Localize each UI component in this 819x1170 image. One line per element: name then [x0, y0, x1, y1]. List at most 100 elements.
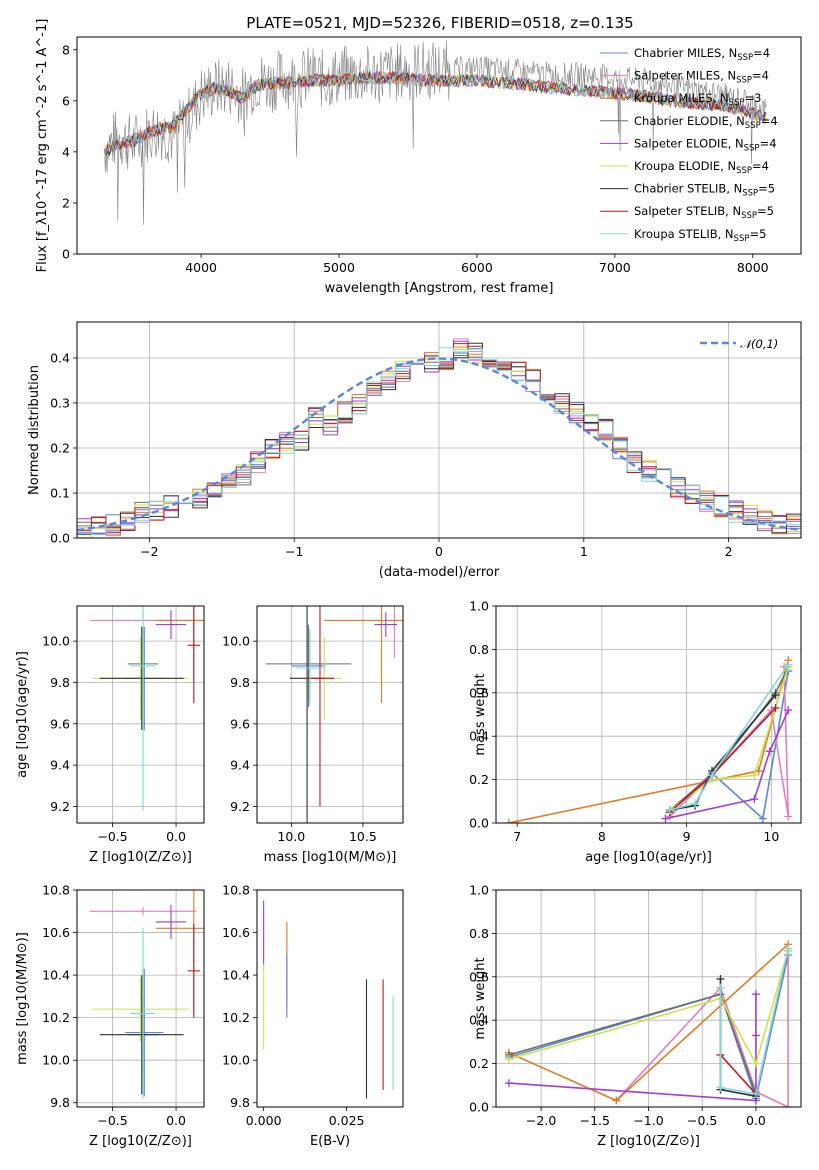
- plot-area-3: [77, 606, 204, 823]
- axes-frame: [76, 321, 802, 539]
- y-tick-label: 0.0: [469, 1100, 489, 1115]
- weight-marker-kroupa-elodie: [751, 1059, 760, 1068]
- x-tick-label: −0.5: [687, 1113, 717, 1128]
- y-tick-label: 0.4: [50, 351, 70, 366]
- x-tick-label: 0: [435, 544, 443, 559]
- y-axis-label: mass [log10(M/M⊙)]: [15, 932, 30, 1065]
- axes-frame: [495, 889, 802, 1108]
- weight-line-kroupa-stelib: [669, 664, 789, 811]
- x-axis-label: wavelength [Angstrom, rest frame]: [325, 281, 554, 296]
- axes-frame: [76, 605, 205, 824]
- model-spectrum-salpeter-stelib: [104, 70, 767, 154]
- weight-marker-kroupa-stelib: [784, 944, 793, 953]
- y-tick-label: 1.0: [469, 883, 489, 898]
- x-tick-label: −2: [140, 544, 158, 559]
- legend-label-chabrier-miles: Chabrier MILES, NSSP=4: [634, 46, 770, 63]
- y-tick-label: 9.8: [230, 1095, 250, 1110]
- x-tick-label: 9: [683, 829, 691, 844]
- x-tick-label: 0.000: [246, 1113, 282, 1128]
- axes-frame: [256, 605, 404, 824]
- legend-label-chabrier-elodie: Chabrier ELODIE, NSSP=4: [634, 114, 778, 131]
- x-axis-label: age [log10(age/yr)]: [585, 850, 712, 865]
- y-tick-label: 0: [62, 247, 70, 262]
- weight-marker-salpeter-miles: [784, 812, 793, 821]
- weight-marker-kroupa-elodie: [750, 771, 759, 780]
- weight-marker-chabrier-miles: [758, 814, 767, 823]
- x-tick-label: −2.0: [526, 1113, 556, 1128]
- weight-marker-salpeter-elodie: [751, 990, 760, 999]
- axes-frame: [76, 36, 802, 255]
- figure-title: PLATE=0521, MJD=52326, FIBERID=0518, z=0…: [246, 14, 633, 32]
- weight-line-kroupa-miles: [508, 660, 790, 823]
- y-tick-label: 0.0: [50, 531, 70, 546]
- weight-line-kroupa-elodie: [669, 666, 790, 811]
- y-tick-label: 9.2: [50, 799, 70, 814]
- panel-1: 4000 5000 6000 7000 8000 0 2 4 6 8 wavelength [Ang…: [35, 19, 802, 296]
- weight-line-salpeter-elodie: [665, 709, 790, 820]
- legend-label-chabrier-stelib: Chabrier STELIB, NSSP=5: [634, 182, 775, 199]
- plot-area-4: [257, 606, 403, 823]
- panel-4: 10.0 10.5 9.2 9.4 9.6 9.8 10.0 mass [log10(M/M⊙…: [222, 605, 404, 865]
- plot-area-6: [77, 890, 204, 1107]
- y-tick-label: 1.0: [469, 599, 489, 614]
- weight-line-salpeter-stelib: [719, 1054, 757, 1095]
- x-tick-label: 10.5: [349, 829, 377, 844]
- y-axis-label: mass weight: [473, 957, 488, 1039]
- y-tick-label: 8: [62, 42, 70, 57]
- y-tick-label: 10.4: [222, 968, 250, 983]
- x-tick-label: 1: [580, 544, 588, 559]
- panel-6: −0.5 0.0 9.8 10.0 10.2 10.4 10.6 10.8 Z [log10(Z…: [15, 883, 205, 1149]
- x-tick-label: 8000: [737, 260, 769, 275]
- weight-marker-chabrier-stelib: [716, 974, 725, 983]
- legend-label-gaussian: 𝒩(0,1): [740, 337, 778, 351]
- y-axis-label: mass weight: [473, 673, 488, 755]
- x-axis-label: Z [log10(Z/Z⊙)]: [597, 1134, 700, 1149]
- y-tick-label: 10.2: [42, 1010, 70, 1025]
- y-tick-label: 9.2: [230, 799, 250, 814]
- legend-label-salpeter-elodie: Salpeter ELODIE, NSSP=4: [634, 136, 777, 153]
- x-axis-label: mass [log10(M/M⊙)]: [264, 850, 397, 865]
- weight-marker-kroupa-stelib: [665, 805, 674, 814]
- x-tick-label: 6000: [461, 260, 493, 275]
- x-axis-label: (data-model)/error: [379, 565, 500, 580]
- panel-2: −2 −1 0 1 2 0.0 0.1 0.2 0.3 0.4 (data-model)/error…: [27, 321, 802, 580]
- y-tick-label: 10.0: [42, 1053, 70, 1068]
- x-tick-label: 0.025: [329, 1113, 365, 1128]
- axes-frame: [495, 605, 802, 824]
- weight-marker-kroupa-stelib: [751, 1089, 760, 1098]
- x-tick-label: 10: [763, 829, 779, 844]
- x-tick-label: 2: [725, 544, 733, 559]
- x-axis-label: Z [log10(Z/Z⊙)]: [89, 1134, 192, 1149]
- x-tick-label: 0.0: [166, 829, 186, 844]
- weight-marker-kroupa-stelib: [708, 771, 717, 780]
- y-tick-label: 0.2: [469, 1056, 489, 1071]
- legend-label-kroupa-elodie: Kroupa ELODIE, NSSP=4: [634, 159, 769, 176]
- x-tick-label: −1.0: [633, 1113, 663, 1128]
- panel-7: 0.000 0.025 9.8 10.0 10.2 10.4 10.6 10.8 E(B-V): [222, 883, 404, 1149]
- x-tick-label: 10.0: [277, 829, 305, 844]
- y-tick-label: 0.2: [469, 772, 489, 787]
- x-tick-label: 7: [513, 829, 521, 844]
- y-tick-label: 10.0: [222, 1053, 250, 1068]
- weight-marker-kroupa-stelib: [716, 983, 725, 992]
- weight-line-salpeter-elodie: [508, 994, 757, 1102]
- y-axis-label: Normed distribution: [27, 365, 42, 495]
- axes-frame: [256, 889, 404, 1108]
- weight-marker-salpeter-elodie: [661, 814, 670, 823]
- legend-label-salpeter-stelib: Salpeter STELIB, NSSP=5: [634, 204, 774, 221]
- y-axis-label: age [log10(age/yr)]: [15, 651, 30, 778]
- x-tick-label: −1.5: [580, 1113, 610, 1128]
- y-tick-label: 10.0: [222, 634, 250, 649]
- y-tick-label: 0.0: [469, 816, 489, 831]
- legend: Chabrier MILES, NSSP=4 Salpeter MILES, NS…: [600, 46, 778, 244]
- weight-marker-salpeter-elodie: [784, 706, 793, 715]
- y-tick-label: 6: [62, 93, 70, 108]
- weight-marker-salpeter-elodie: [765, 747, 774, 756]
- panel-8: −2.0 −1.5 −1.0 −0.5 0.0 0.0 0.2 0.4 0.6 0.8 1.0 Z […: [469, 883, 802, 1149]
- y-tick-label: 0.6: [469, 685, 489, 700]
- weight-marker-kroupa-stelib: [784, 660, 793, 669]
- y-tick-label: 10.8: [222, 883, 250, 898]
- plot-area-5: [496, 606, 801, 823]
- x-tick-label: 8: [598, 829, 606, 844]
